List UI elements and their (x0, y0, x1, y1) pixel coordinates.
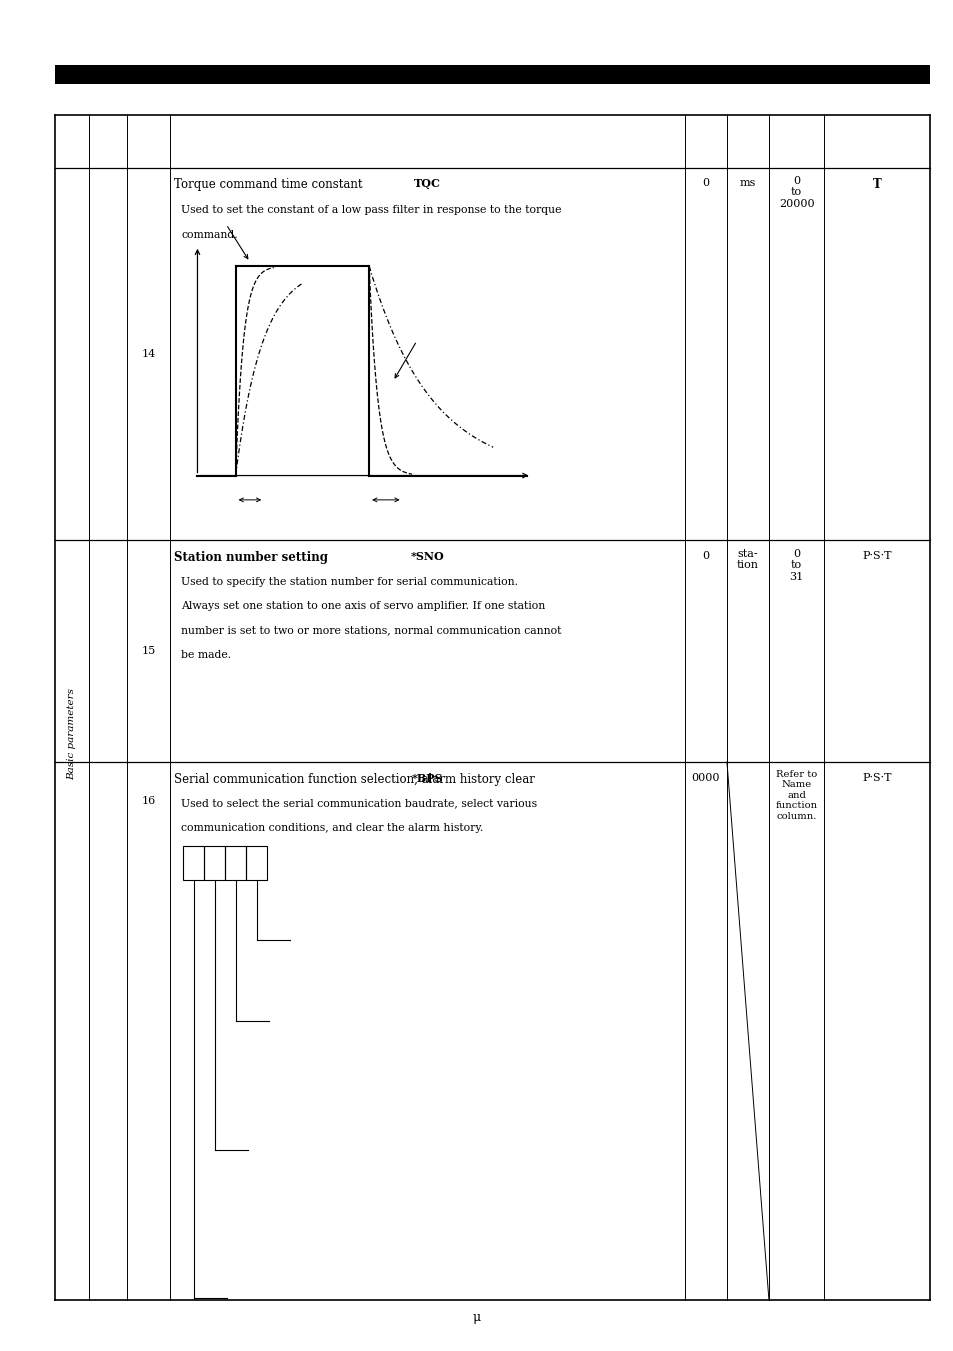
Text: be made.: be made. (181, 650, 232, 659)
Text: Torque command time constant: Torque command time constant (173, 178, 362, 192)
Bar (225, 846, 246, 880)
Text: Used to set the constant of a low pass filter in response to the torque: Used to set the constant of a low pass f… (181, 205, 561, 215)
Text: number is set to two or more stations, normal communication cannot: number is set to two or more stations, n… (181, 626, 561, 635)
Text: *BPS: *BPS (411, 773, 443, 784)
Text: Used to select the serial communication baudrate, select various: Used to select the serial communication … (181, 798, 537, 808)
Bar (246, 846, 267, 880)
Text: 0: 0 (701, 551, 709, 561)
Text: Always set one station to one axis of servo amplifier. If one station: Always set one station to one axis of se… (181, 601, 545, 611)
Text: 0
to
31: 0 to 31 (789, 549, 802, 582)
Bar (183, 846, 204, 880)
Text: Serial communication function selection, alarm history clear: Serial communication function selection,… (173, 773, 534, 786)
Bar (55, 65, 929, 84)
Text: T: T (872, 178, 881, 192)
Text: TQC: TQC (414, 178, 440, 189)
Text: Refer to
Name
and
function
column.: Refer to Name and function column. (775, 770, 817, 820)
Text: sta-
tion: sta- tion (736, 549, 759, 570)
Text: communication conditions, and clear the alarm history.: communication conditions, and clear the … (181, 823, 483, 832)
Text: 0
to
20000: 0 to 20000 (778, 176, 814, 209)
Text: 0000: 0000 (691, 773, 720, 782)
Text: 14: 14 (141, 349, 155, 359)
Text: Used to specify the station number for serial communication.: Used to specify the station number for s… (181, 577, 517, 586)
Text: Station number setting: Station number setting (173, 551, 327, 565)
Text: 0: 0 (701, 178, 709, 188)
Text: P·S·T: P·S·T (862, 551, 891, 561)
Text: 16: 16 (141, 796, 155, 805)
Bar (204, 846, 225, 880)
Text: 15: 15 (141, 646, 155, 657)
Text: μ: μ (473, 1310, 480, 1324)
Text: ms: ms (739, 178, 756, 188)
Text: P·S·T: P·S·T (862, 773, 891, 782)
Text: *SNO: *SNO (410, 551, 444, 562)
Text: Basic parameters: Basic parameters (68, 688, 76, 780)
Text: command.: command. (181, 230, 237, 239)
